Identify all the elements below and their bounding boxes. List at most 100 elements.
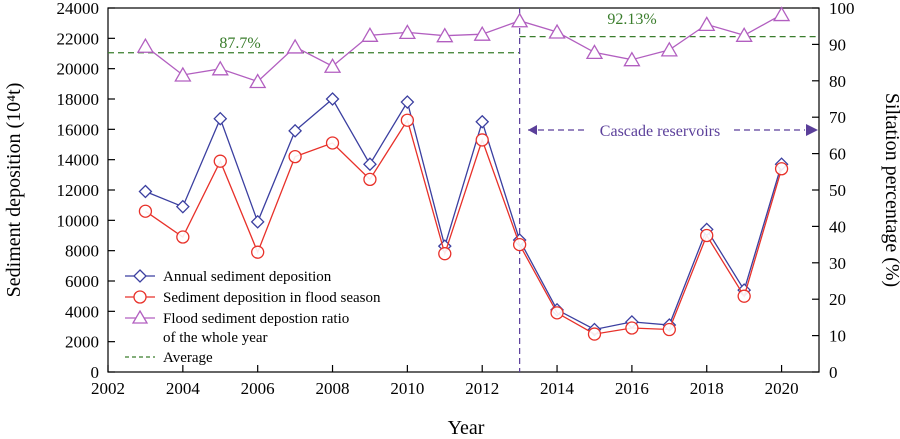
series-flood [138,113,789,341]
legend-label-average: Average [163,350,213,366]
left-y-tick-label: 16000 [57,120,100,139]
data-point-ratio [473,25,491,41]
average-label-right: 92.13% [607,11,656,28]
x-tick-label: 2020 [765,379,799,398]
data-point-annual [325,92,340,106]
legend-marker-annual [133,269,147,283]
data-point-flood [288,149,302,164]
x-tick-label: 2008 [316,379,350,398]
data-point-flood [737,289,751,303]
data-point-ratio [211,60,229,76]
legend-label-flood: Sediment deposition in flood season [163,290,381,306]
x-tick-label: 2018 [690,379,724,398]
data-point-ratio [585,44,604,60]
data-point-flood [438,247,452,261]
left-y-axis-ticks: 0 2000 4000 6000 8000 10000 12000 14000 16000 180… [57,0,115,382]
right-y-tick-label: 80 [829,72,846,91]
x-tick-label: 2002 [91,379,125,398]
data-point-ratio [398,24,416,40]
left-y-tick-label: 4000 [65,302,99,321]
right-y-tick-label: 70 [829,108,846,127]
data-point-flood [363,172,377,187]
data-point-flood [400,113,415,127]
data-point-flood [325,136,340,150]
right-y-tick-label: 50 [829,181,846,200]
data-point-ratio [361,26,379,42]
data-point-flood [176,230,190,244]
legend-label-ratio: Flood sediment depostion ratio [163,311,349,327]
data-point-ratio [286,38,304,54]
left-y-tick-label: 24000 [57,0,100,18]
cascade-annotation-text: Cascade reservoirs [600,123,720,140]
data-point-ratio [772,6,791,22]
left-y-tick-label: 0 [91,363,100,382]
series-line-annual [145,97,783,331]
right-y-tick-label: 30 [829,254,846,273]
series-line-ratio [145,14,782,83]
cascade-arrowhead-left [528,125,537,135]
data-point-flood [213,154,227,168]
legend: Annual sediment deposition Sediment depo… [125,269,381,366]
data-point-flood [512,237,527,252]
right-y-tick-label: 0 [829,363,838,382]
right-y-tick-label: 60 [829,145,846,164]
series-ratio [136,6,791,89]
left-y-tick-label: 12000 [57,181,100,200]
data-point-annual [363,157,377,172]
x-tick-label: 2010 [390,379,424,398]
average-label-left: 87.7% [219,35,260,52]
average-lines [108,35,819,54]
right-y-tick-label: 20 [829,290,846,309]
x-axis-title: Year [448,417,485,439]
data-point-annual [175,199,190,214]
legend-marker-ratio [131,309,149,324]
right-y-axis-title: Siltation percentage (%) [881,93,900,287]
legend-marker-flood [133,290,147,304]
data-point-ratio [735,26,753,42]
x-tick-label: 2004 [166,379,201,398]
data-point-flood [700,228,714,243]
right-y-axis-ticks: 0 10 20 30 40 50 60 70 80 90 100 [812,0,855,382]
data-point-flood [138,204,153,218]
right-y-tick-label: 90 [829,35,846,54]
x-tick-label: 2006 [241,379,275,398]
cascade-annotation: Cascade reservoirs [528,123,818,140]
x-axis-ticks: 2002 2004 2006 2008 2010 2012 2014 2016 2018 2020 [91,365,799,398]
data-point-ratio [511,12,529,28]
data-point-ratio [660,41,678,57]
left-y-tick-label: 2000 [65,333,99,352]
left-y-tick-label: 18000 [57,90,100,109]
data-point-ratio [698,16,716,32]
data-point-ratio [249,73,267,89]
x-tick-label: 2014 [540,379,575,398]
data-point-annual [288,123,303,138]
data-point-annual [213,111,228,126]
data-point-flood [774,162,789,176]
right-y-tick-label: 10 [829,327,846,346]
data-point-annual [138,184,153,199]
data-point-ratio [623,51,641,67]
left-y-tick-label: 10000 [57,211,100,230]
data-point-flood [662,322,676,337]
data-point-ratio [436,27,454,43]
x-tick-label: 2012 [465,379,499,398]
left-y-tick-label: 8000 [65,242,99,261]
right-y-tick-label: 40 [829,217,846,236]
cascade-arrowhead-right [806,124,818,136]
data-point-flood [251,245,265,259]
data-point-ratio [548,23,566,39]
left-y-tick-label: 22000 [57,29,100,48]
data-point-annual [400,95,415,109]
data-point-flood [550,306,564,320]
right-y-tick-label: 100 [829,0,855,18]
left-y-tick-label: 20000 [57,60,100,79]
left-y-tick-label: 14000 [57,151,100,170]
x-tick-label: 2016 [615,379,649,398]
data-point-ratio [323,57,342,73]
left-y-tick-label: 6000 [65,272,99,291]
data-point-annual [475,114,490,129]
data-point-flood [587,327,602,341]
data-point-ratio [136,37,155,53]
legend-label-annual: Annual sediment deposition [163,269,332,285]
